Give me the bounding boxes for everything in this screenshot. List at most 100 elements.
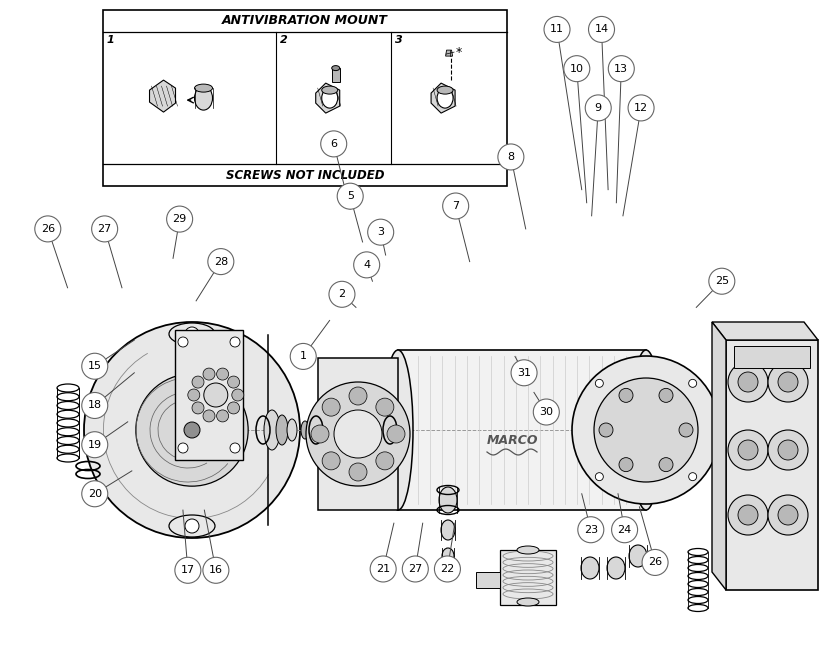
Text: MARCO: MARCO [486, 434, 538, 447]
Circle shape [511, 360, 537, 386]
Circle shape [178, 443, 188, 453]
Circle shape [321, 131, 347, 157]
Ellipse shape [276, 415, 288, 445]
Text: 14: 14 [594, 24, 609, 35]
Text: 24: 24 [617, 525, 632, 535]
Circle shape [349, 387, 367, 405]
Text: 3: 3 [396, 35, 403, 45]
Text: SCREWS NOT INCLUDED: SCREWS NOT INCLUDED [226, 169, 384, 182]
Circle shape [628, 95, 654, 121]
Circle shape [728, 495, 768, 535]
Circle shape [619, 458, 633, 472]
Circle shape [498, 144, 524, 170]
Circle shape [679, 423, 693, 437]
Circle shape [217, 368, 228, 380]
Circle shape [728, 430, 768, 470]
Circle shape [368, 219, 394, 245]
Circle shape [442, 193, 469, 219]
Circle shape [35, 216, 61, 242]
Circle shape [337, 183, 363, 209]
Ellipse shape [287, 419, 297, 441]
Circle shape [349, 463, 367, 481]
Circle shape [208, 249, 234, 275]
Circle shape [738, 440, 758, 460]
Polygon shape [446, 50, 452, 56]
Bar [726, 340, 818, 590]
Bar [734, 346, 810, 368]
Circle shape [619, 388, 633, 402]
Text: 27: 27 [97, 224, 112, 234]
Circle shape [185, 327, 199, 341]
Circle shape [136, 374, 248, 486]
Circle shape [709, 268, 735, 294]
Circle shape [738, 372, 758, 392]
Ellipse shape [517, 546, 539, 554]
Ellipse shape [439, 487, 457, 513]
Ellipse shape [442, 548, 454, 564]
Circle shape [376, 452, 394, 470]
Circle shape [402, 556, 428, 582]
Polygon shape [712, 322, 818, 340]
Circle shape [203, 410, 215, 422]
Ellipse shape [383, 350, 413, 510]
Circle shape [778, 505, 798, 525]
Circle shape [778, 440, 798, 460]
Text: 1: 1 [107, 35, 115, 45]
Text: 1: 1 [300, 351, 307, 362]
Circle shape [82, 481, 108, 507]
Text: 17: 17 [180, 565, 195, 576]
Circle shape [227, 402, 240, 414]
Text: 20: 20 [87, 489, 102, 499]
Text: 26: 26 [648, 557, 662, 568]
Circle shape [768, 362, 808, 402]
Circle shape [232, 389, 244, 401]
Bar [318, 358, 398, 510]
Ellipse shape [441, 520, 455, 540]
Circle shape [642, 549, 668, 576]
Text: 21: 21 [376, 564, 391, 574]
Circle shape [217, 410, 228, 422]
Text: 11: 11 [550, 24, 564, 35]
Circle shape [82, 353, 108, 379]
Polygon shape [712, 322, 726, 590]
Ellipse shape [437, 86, 453, 94]
Circle shape [778, 372, 798, 392]
Circle shape [178, 337, 188, 347]
Circle shape [203, 368, 215, 380]
Circle shape [203, 557, 229, 583]
Circle shape [166, 206, 193, 232]
Text: 23: 23 [583, 525, 598, 535]
Text: 19: 19 [87, 439, 102, 450]
Text: 12: 12 [634, 103, 648, 113]
Text: 30: 30 [540, 407, 553, 417]
Circle shape [387, 425, 405, 443]
Text: 7: 7 [452, 201, 459, 211]
Ellipse shape [437, 88, 453, 108]
Circle shape [659, 458, 673, 472]
Ellipse shape [264, 410, 280, 450]
Circle shape [204, 383, 227, 407]
Circle shape [334, 410, 382, 458]
Circle shape [608, 56, 634, 82]
Circle shape [370, 556, 396, 582]
Text: 3: 3 [377, 227, 384, 237]
Circle shape [585, 95, 611, 121]
Bar [476, 572, 500, 588]
Circle shape [82, 432, 108, 458]
Ellipse shape [194, 84, 213, 92]
Ellipse shape [321, 88, 338, 108]
Bar [332, 68, 339, 82]
Circle shape [659, 388, 673, 402]
Circle shape [188, 389, 199, 401]
Text: 2: 2 [339, 289, 345, 300]
Text: ANTIVIBRATION MOUNT: ANTIVIBRATION MOUNT [222, 14, 388, 27]
Circle shape [689, 379, 696, 387]
Circle shape [184, 422, 200, 438]
Circle shape [311, 425, 329, 443]
Text: 18: 18 [87, 400, 102, 411]
Text: 15: 15 [88, 361, 101, 371]
Circle shape [230, 443, 240, 453]
Circle shape [175, 557, 201, 583]
Circle shape [768, 430, 808, 470]
Text: 28: 28 [213, 256, 228, 267]
